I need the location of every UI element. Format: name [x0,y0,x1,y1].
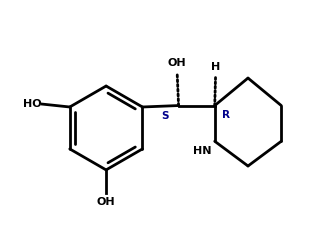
Text: H: H [211,62,220,72]
Text: OH: OH [97,197,115,207]
Text: HN: HN [193,146,212,156]
Text: OH: OH [168,58,187,68]
Text: R: R [222,110,230,120]
Text: S: S [161,111,168,121]
Text: HO: HO [22,99,41,109]
